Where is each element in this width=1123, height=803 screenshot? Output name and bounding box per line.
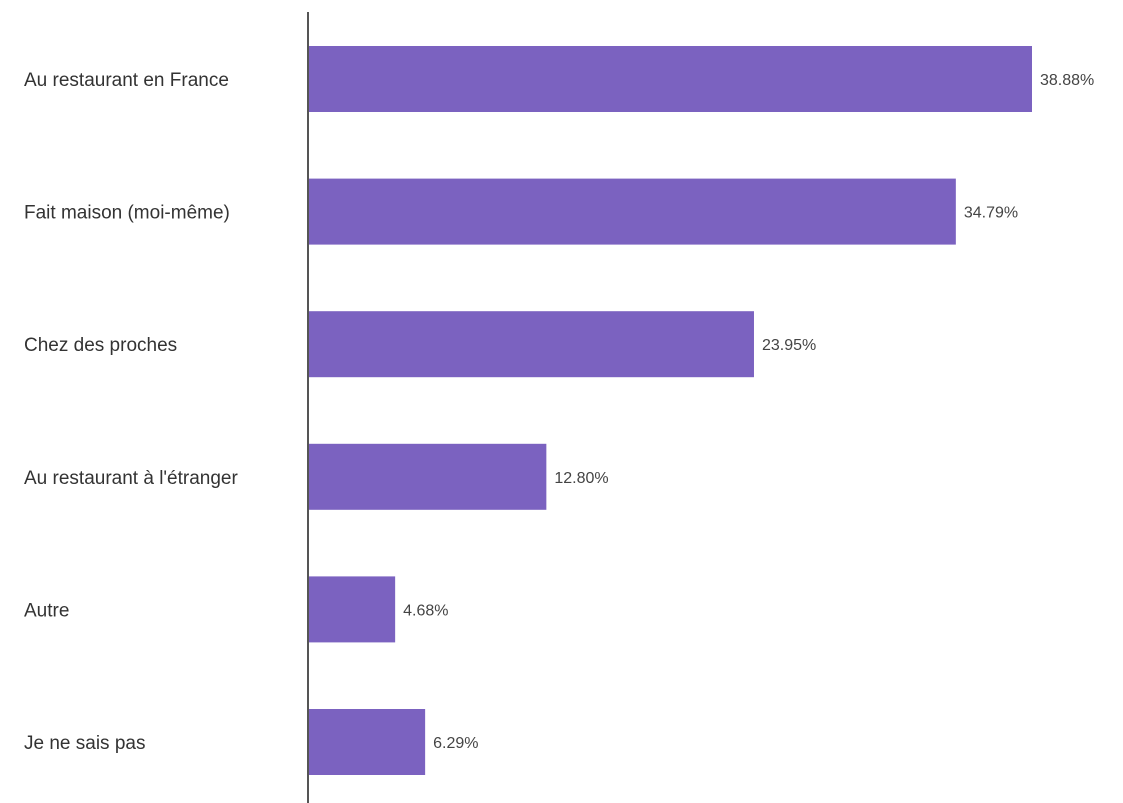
value-label: 4.68% <box>403 602 448 619</box>
category-label: Fait maison (moi-même) <box>24 203 230 224</box>
bars-group <box>308 46 1032 775</box>
bar-0 <box>308 46 1032 112</box>
category-label: Je ne sais pas <box>24 733 145 754</box>
bar-3 <box>308 443 547 510</box>
category-label: Au restaurant à l'étranger <box>24 468 238 489</box>
category-label: Chez des proches <box>24 335 177 356</box>
value-label: 6.29% <box>433 735 478 752</box>
category-labels: Au restaurant en France Fait maison (moi-… <box>24 70 238 754</box>
value-label: 38.88% <box>1040 72 1094 89</box>
value-label: 23.95% <box>762 337 816 354</box>
value-labels: 38.88% 34.79% 23.95% 12.80% 4.68% 6.29% <box>403 72 1094 752</box>
bar-4 <box>308 576 396 643</box>
bar-2 <box>308 311 754 378</box>
value-label: 12.80% <box>554 470 608 487</box>
category-label: Autre <box>24 600 69 621</box>
bar-5 <box>308 709 426 775</box>
category-label: Au restaurant en France <box>24 70 229 91</box>
bar-1 <box>308 178 956 245</box>
value-label: 34.79% <box>964 205 1018 222</box>
